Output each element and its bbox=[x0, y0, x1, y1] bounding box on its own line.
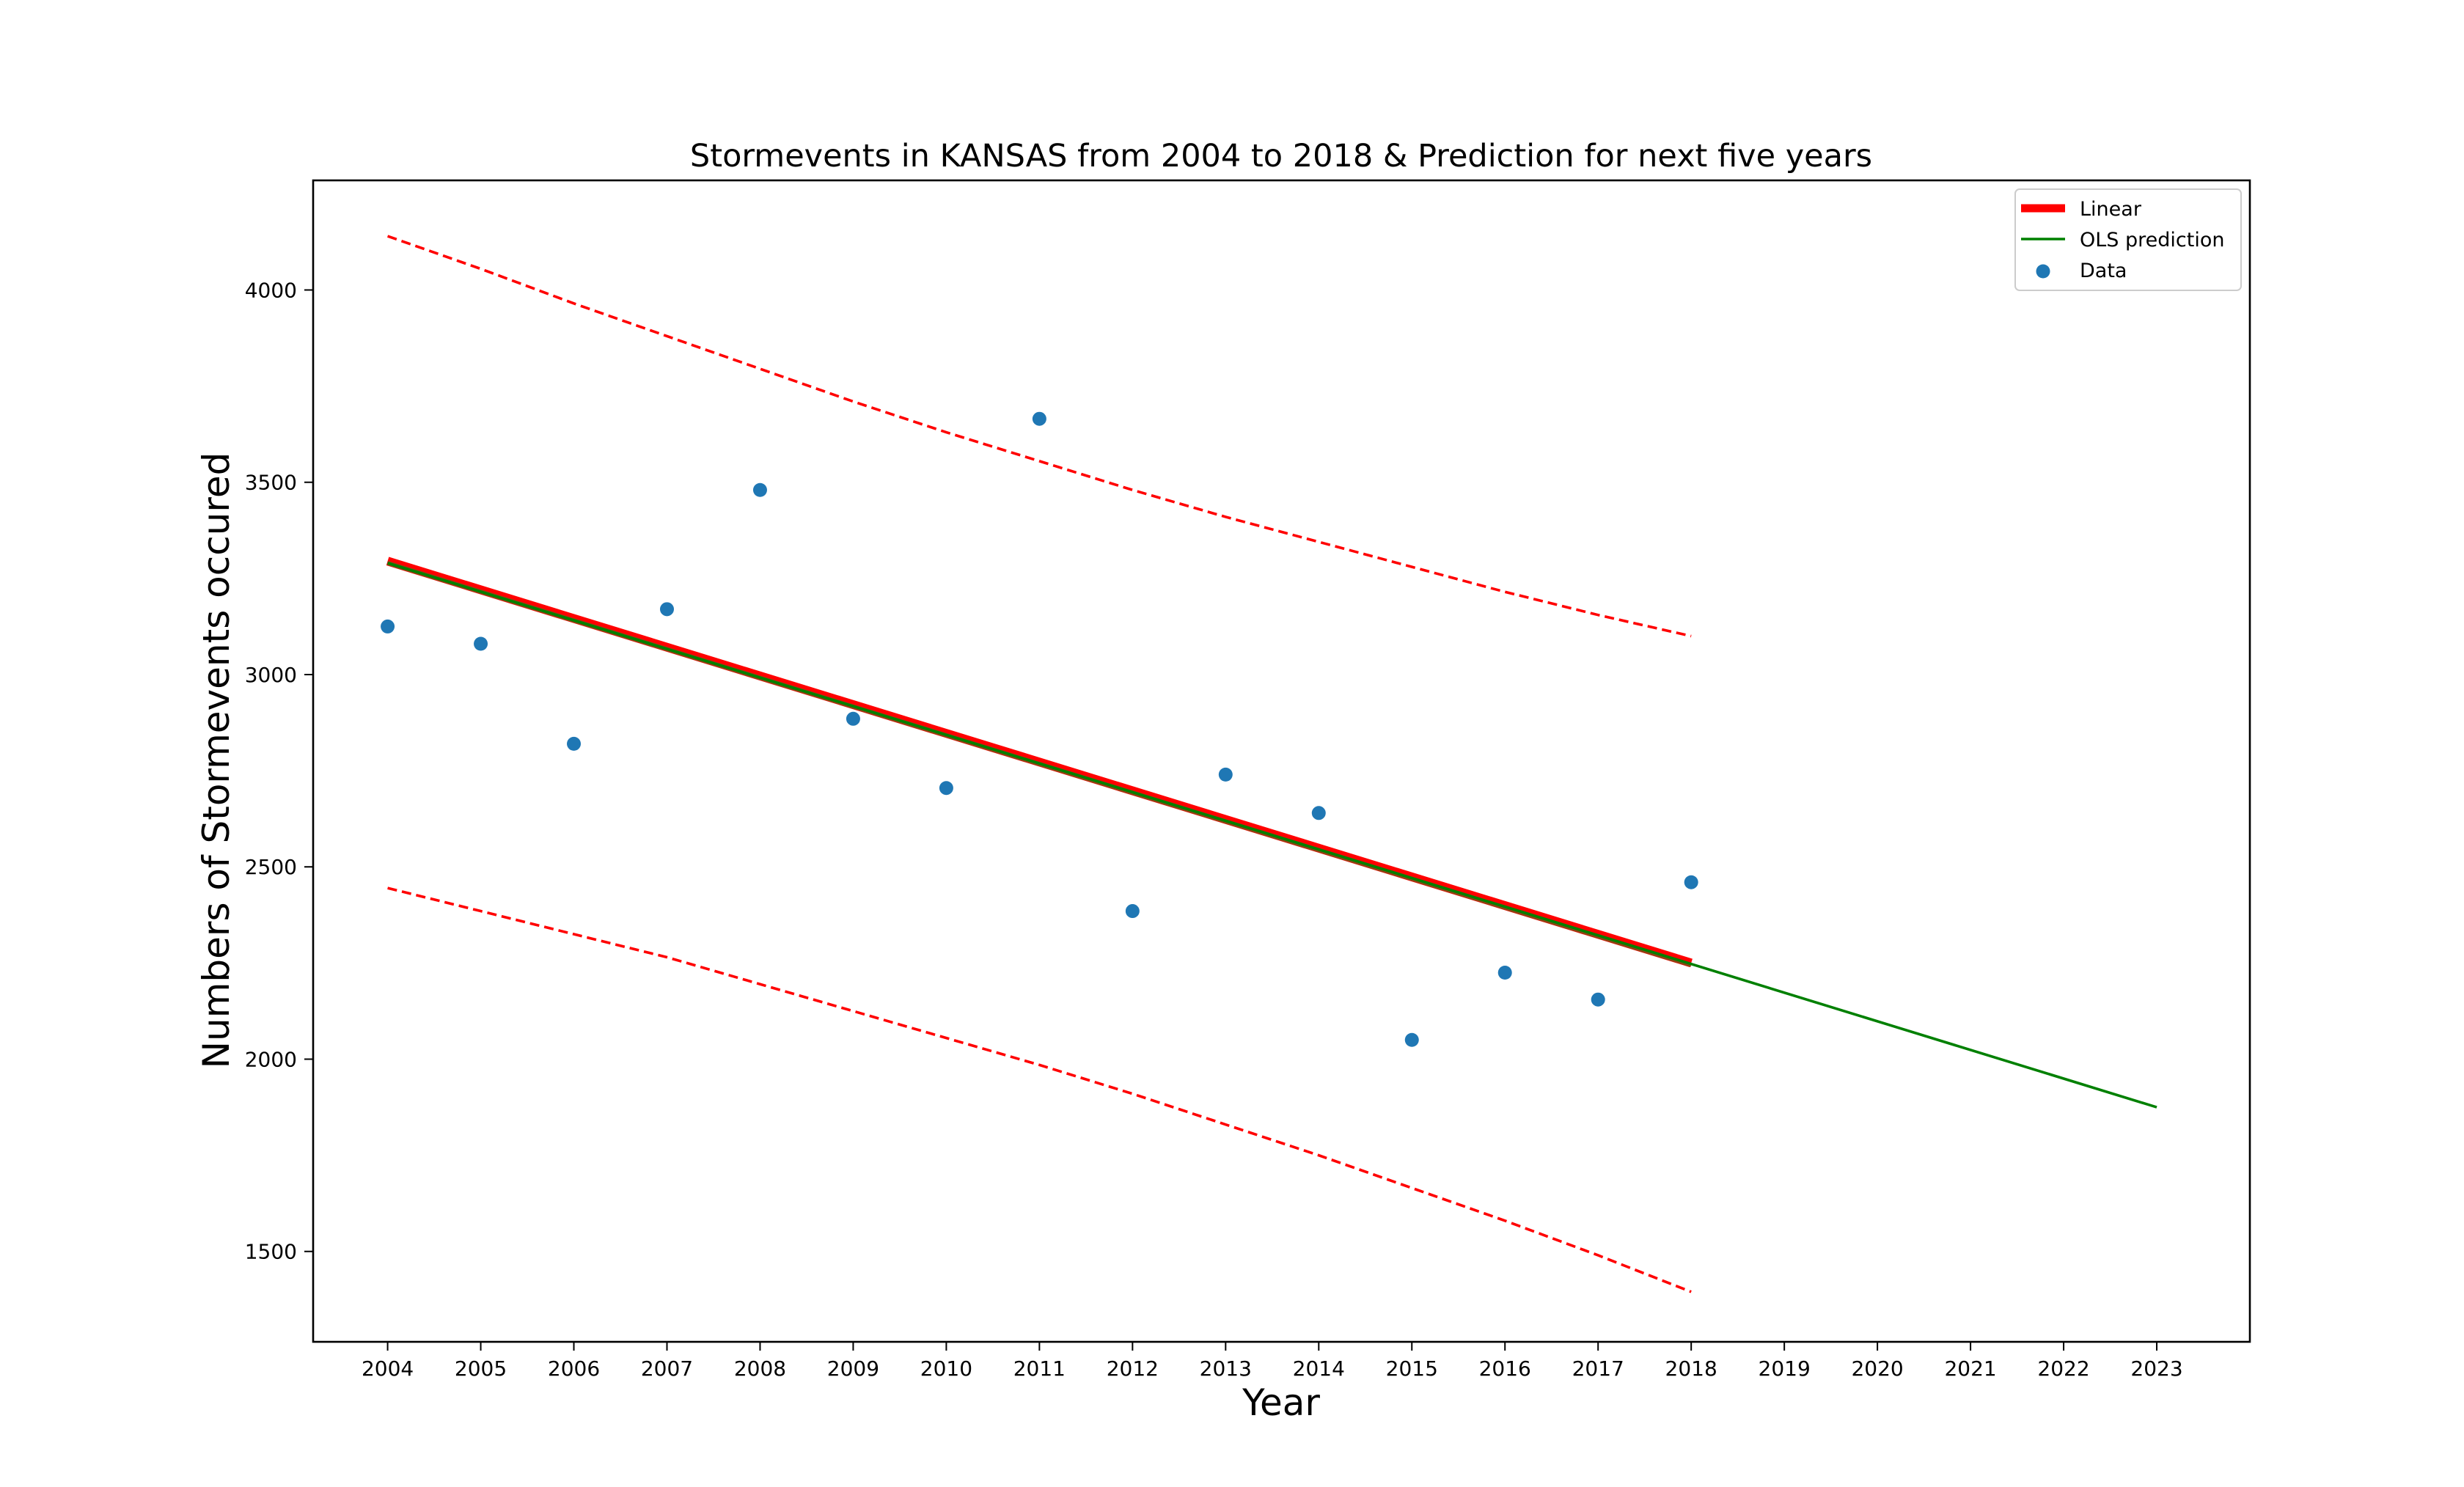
data-point bbox=[939, 781, 953, 796]
chart-title: Stormevents in KANSAS from 2004 to 2018 … bbox=[690, 138, 1872, 175]
y-tick-label: 2000 bbox=[245, 1047, 297, 1071]
legend-label-data: Data bbox=[2080, 260, 2127, 282]
y-tick-label: 3500 bbox=[245, 471, 297, 495]
data-point bbox=[752, 482, 767, 497]
x-tick-label: 2009 bbox=[827, 1356, 879, 1381]
legend-marker-data bbox=[2036, 264, 2050, 279]
data-point bbox=[474, 636, 488, 651]
x-tick-label: 2017 bbox=[1572, 1356, 1624, 1381]
y-tick-label: 3000 bbox=[245, 663, 297, 687]
x-tick-label: 2014 bbox=[1293, 1356, 1345, 1381]
data-point bbox=[1684, 875, 1698, 889]
data-point bbox=[1032, 411, 1046, 426]
upper-prediction-interval-line bbox=[386, 235, 1692, 638]
data-point bbox=[846, 711, 860, 726]
ols-prediction-line bbox=[387, 562, 2157, 1109]
x-tick-label: 2018 bbox=[1665, 1356, 1717, 1381]
x-axis-label: Year bbox=[1242, 1381, 1320, 1424]
y-axis: 1500 2000 2500 3000 3500 4000 bbox=[245, 278, 313, 1264]
legend-box bbox=[2014, 188, 2242, 291]
axes-frame bbox=[312, 179, 2251, 1343]
x-tick-label: 2010 bbox=[920, 1356, 972, 1381]
data-point bbox=[1218, 767, 1233, 782]
legend-label-ols-prediction: OLS prediction bbox=[2080, 229, 2224, 251]
x-tick-label: 2004 bbox=[362, 1356, 414, 1381]
y-tick-label: 1500 bbox=[245, 1240, 297, 1264]
data-point bbox=[381, 619, 395, 634]
y-axis-label: Numbers of Stormevents occured bbox=[195, 452, 238, 1069]
x-tick-label: 2012 bbox=[1107, 1356, 1159, 1381]
data-point bbox=[1497, 965, 1512, 980]
data-point bbox=[1404, 1032, 1419, 1047]
x-tick-label: 2013 bbox=[1200, 1356, 1252, 1381]
y-tick-label: 2500 bbox=[245, 855, 297, 879]
x-tick-label: 2021 bbox=[1944, 1356, 1996, 1381]
y-tick-label: 4000 bbox=[245, 278, 297, 302]
x-tick-label: 2006 bbox=[548, 1356, 600, 1381]
x-tick-label: 2015 bbox=[1386, 1356, 1438, 1381]
x-axis: 2004 2005 2006 2007 2008 2009 2010 2011 2012 2013… bbox=[362, 1342, 2183, 1381]
legend: Linear OLS prediction Data bbox=[2014, 188, 2242, 291]
x-tick-label: 2022 bbox=[2037, 1356, 2089, 1381]
x-tick-label: 2011 bbox=[1013, 1356, 1066, 1381]
data-point bbox=[1591, 992, 1605, 1007]
x-tick-label: 2005 bbox=[455, 1356, 507, 1381]
legend-label-linear: Linear bbox=[2080, 198, 2142, 221]
x-tick-label: 2023 bbox=[2130, 1356, 2182, 1381]
x-tick-label: 2007 bbox=[641, 1356, 693, 1381]
x-tick-label: 2008 bbox=[734, 1356, 786, 1381]
data-point bbox=[1311, 806, 1326, 820]
plot-area bbox=[381, 235, 2157, 1293]
x-tick-label: 2019 bbox=[1759, 1356, 1811, 1381]
lower-prediction-interval-line bbox=[387, 886, 1692, 1293]
data-point bbox=[659, 602, 674, 617]
data-point bbox=[1125, 904, 1140, 919]
data-point bbox=[567, 736, 582, 751]
x-tick-label: 2020 bbox=[1851, 1356, 1903, 1381]
x-tick-label: 2016 bbox=[1479, 1356, 1531, 1381]
